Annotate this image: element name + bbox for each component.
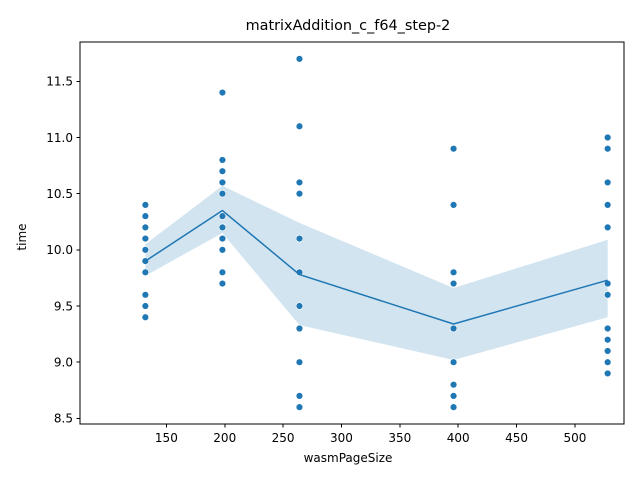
data-point <box>141 212 150 220</box>
mean-line <box>144 209 608 325</box>
plot-area <box>141 55 612 411</box>
x-tick-label: 450 <box>505 431 528 445</box>
data-point <box>295 392 304 400</box>
confidence-band <box>145 185 608 360</box>
data-point <box>218 156 227 164</box>
data-point <box>603 358 612 366</box>
x-tick-label: 300 <box>330 431 353 445</box>
data-point <box>218 88 227 97</box>
x-tick-label: 150 <box>155 431 178 445</box>
x-tick-label: 400 <box>447 431 470 445</box>
data-point <box>141 234 150 243</box>
data-point <box>295 178 304 187</box>
data-point <box>603 145 612 153</box>
data-point <box>449 279 458 288</box>
plot-frame <box>79 41 625 425</box>
data-point <box>603 133 612 142</box>
data-point <box>295 324 304 333</box>
data-point <box>449 358 458 366</box>
x-tick-label: 200 <box>213 431 236 445</box>
data-point <box>603 324 612 333</box>
y-tick-label: 10.5 <box>46 187 73 201</box>
data-point <box>603 279 612 288</box>
data-point <box>141 268 150 277</box>
data-point <box>295 189 304 198</box>
data-point <box>141 291 150 299</box>
data-point <box>449 324 458 333</box>
data-point <box>603 369 612 378</box>
data-point <box>141 223 150 232</box>
data-point <box>449 268 458 277</box>
chart-title: matrixAddition_c_f64_step-2 <box>246 18 451 34</box>
data-point <box>295 55 304 63</box>
y-tick-label: 11.0 <box>46 131 73 145</box>
y-axis-label: time <box>15 223 29 250</box>
data-point <box>218 178 227 187</box>
data-point <box>603 347 612 355</box>
data-point <box>603 291 612 299</box>
data-point <box>295 403 304 411</box>
y-tick-label: 8.5 <box>54 412 73 426</box>
data-point <box>295 234 304 243</box>
x-tick-label: 500 <box>564 431 587 445</box>
y-tick-label: 9.5 <box>54 299 73 313</box>
data-point <box>603 178 612 187</box>
data-point <box>449 392 458 400</box>
data-point <box>449 201 458 209</box>
data-point <box>218 212 227 220</box>
data-point <box>218 189 227 198</box>
data-point <box>218 268 227 277</box>
x-tick-label: 350 <box>388 431 411 445</box>
y-tick-label: 10.0 <box>46 243 73 257</box>
data-point <box>295 302 304 310</box>
data-point <box>218 167 227 175</box>
data-point <box>449 403 458 411</box>
data-point <box>141 201 150 209</box>
data-point <box>603 201 612 209</box>
data-point <box>603 336 612 344</box>
y-tick-label: 9.0 <box>54 356 73 370</box>
data-point <box>449 145 458 153</box>
data-point <box>295 122 304 130</box>
data-point <box>449 380 458 389</box>
x-tick-label: 250 <box>272 431 295 445</box>
data-point <box>218 223 227 232</box>
data-point <box>141 313 150 321</box>
data-point <box>218 279 227 288</box>
data-point <box>218 246 227 254</box>
x-axis-label: wasmPageSize <box>304 451 393 465</box>
data-point <box>603 223 612 232</box>
data-point <box>295 358 304 366</box>
y-tick-label: 11.5 <box>46 75 73 89</box>
axes: 150 200 250 300 350 400 450 500 8.5 9.0 9.5 10.0 10.… <box>46 41 625 445</box>
data-point <box>141 302 150 310</box>
data-point <box>218 234 227 243</box>
data-point <box>141 246 150 254</box>
